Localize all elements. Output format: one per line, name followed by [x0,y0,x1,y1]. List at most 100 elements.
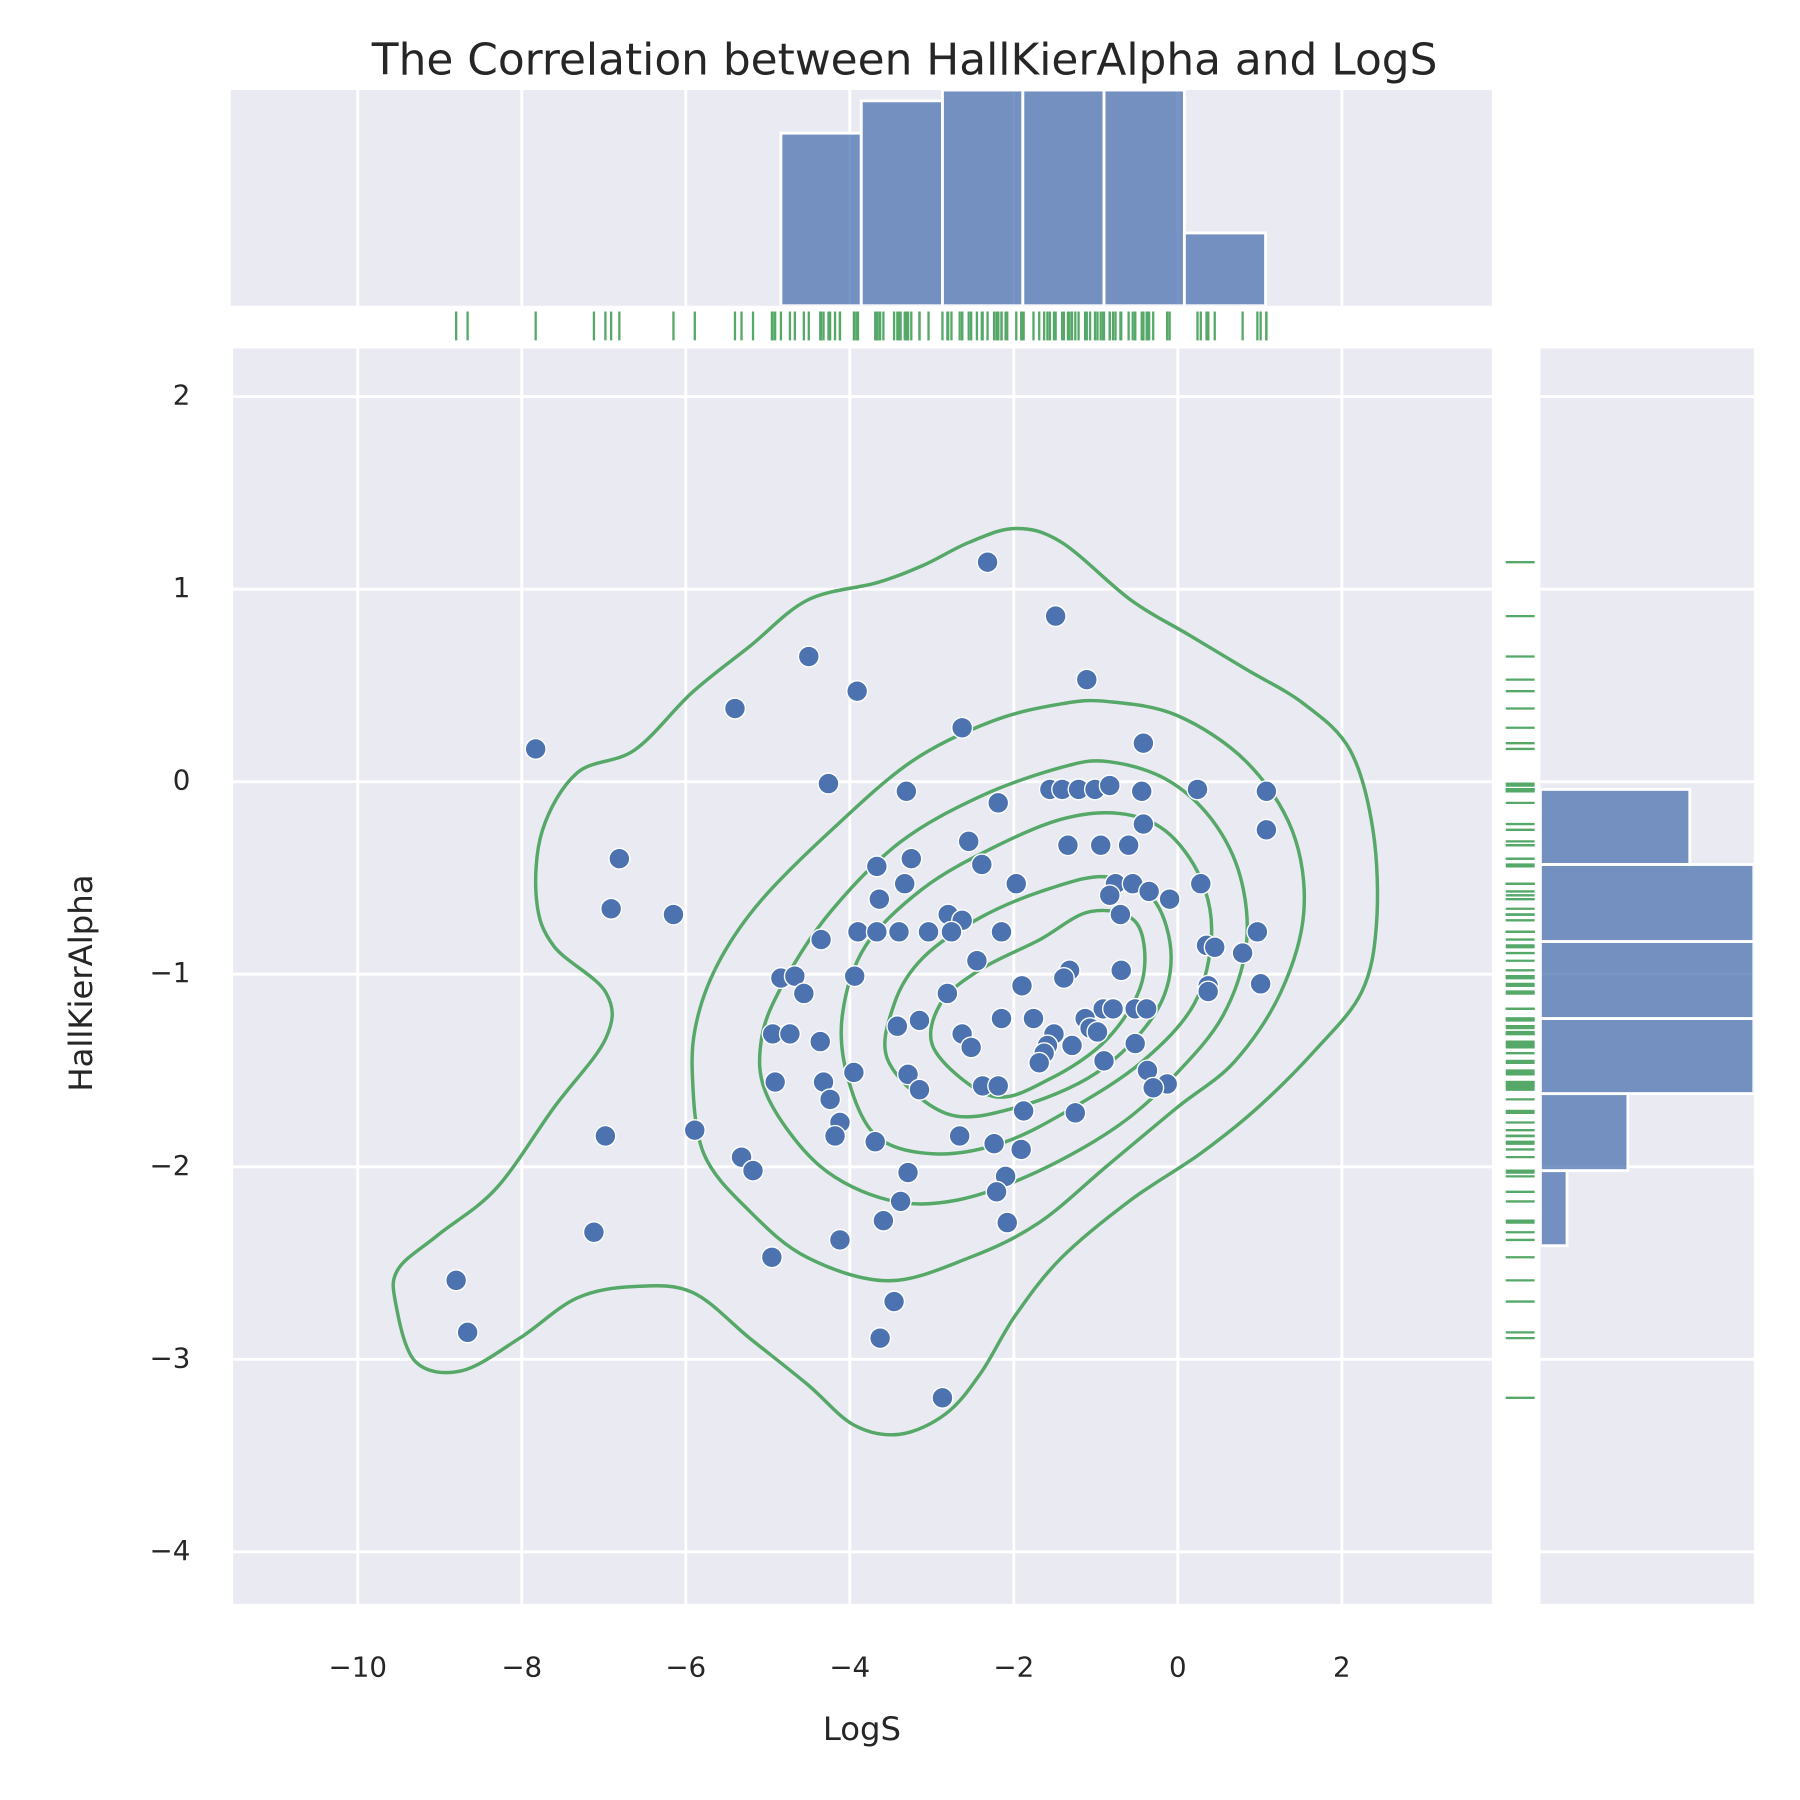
scatter-point [865,920,888,943]
scatter-point [1117,834,1140,857]
scatter-point [1012,1099,1035,1123]
scatter-point [1098,884,1121,907]
histogram-bar [1540,863,1754,943]
x-tick-label: 2 [1333,1650,1351,1683]
scatter-point [1060,1034,1084,1057]
scatter-point [524,737,547,761]
scatter-point [936,982,959,1005]
x-tick-label: −10 [329,1650,387,1683]
scatter-point [1255,780,1278,803]
scatter-point [970,853,993,876]
scatter-point [960,1036,983,1059]
histogram-bar [1540,1017,1754,1096]
x-tick-label: 0 [1169,1650,1187,1683]
scatter-point [456,1321,479,1344]
scatter-point [608,847,631,870]
scatter-point [1044,605,1067,628]
scatter-point [1110,959,1133,982]
scatter-point [843,965,866,988]
kde-contour [757,759,1249,1206]
scatter-point [1052,967,1075,990]
scatter-point [1132,732,1155,755]
scatter-point [600,897,623,920]
y-tick-label: −2 [150,1149,191,1182]
scatter-point [882,1290,906,1313]
scatter-point [1028,1051,1051,1074]
scatter-point [594,1124,617,1148]
histogram-bar [1540,940,1754,1020]
scatter-point [865,855,888,878]
scatter-point [1092,1049,1116,1072]
scatter-point [810,928,833,951]
y-tick-label: 0 [173,764,191,797]
scatter-point [896,1063,920,1086]
histogram-bar [1182,231,1268,306]
scatter-point [828,1228,852,1252]
histogram-bar [1540,1169,1569,1248]
x-tick-label: −2 [993,1650,1034,1683]
x-tick-label: −6 [665,1650,706,1683]
scatter-point [868,888,891,911]
histogram-bar [1540,1092,1630,1173]
scatter-point [896,1161,920,1184]
scatter-point [965,949,988,972]
histogram-bar [859,99,944,306]
scatter-point [1249,972,1272,995]
scatter-point [1203,936,1226,959]
scatter-point [1189,872,1212,895]
scatter-point [990,1007,1013,1030]
scatter-point [948,1124,971,1148]
chart-title: The Correlation between HallKierAlpha an… [371,34,1438,85]
scatter-point [764,1070,787,1094]
scatter-point [864,1130,887,1153]
y-tick-label: −4 [150,1534,191,1567]
y-tick-label: 2 [173,379,191,412]
x-tick-label: −8 [501,1650,542,1683]
scatter-point [582,1221,605,1244]
scatter-point [823,1124,847,1148]
scatter-point [817,772,840,795]
scatter-point [1255,818,1278,841]
scatter-point [908,1078,931,1101]
scatter-point [987,791,1010,814]
scatter-point [887,920,911,943]
scatter-point [1056,834,1080,857]
scatter-point [931,1386,954,1409]
scatter-point [1022,1007,1045,1030]
scatter-point [797,645,820,668]
scatter-point [846,920,870,943]
scatter-point [842,1061,865,1084]
kde-contour [690,698,1307,1283]
y-tick-label: −1 [150,956,191,989]
histogram-bar [1102,89,1186,306]
scatter-point [1246,920,1269,943]
scatter-point [1109,903,1132,926]
kde-contour [391,526,1380,1437]
scatter-point [819,1088,842,1111]
scatter-point [872,1209,895,1232]
scatter-point [1010,1138,1033,1161]
scatter-point [683,1119,706,1142]
scatter-point [889,1190,912,1213]
histogram [1540,787,1754,1248]
histogram [779,89,1268,306]
scatter-point [741,1159,765,1182]
scatter-point [846,680,869,703]
scatter-point [1124,1032,1147,1055]
scatter-point [1142,1076,1165,1099]
scatter-point [951,716,974,739]
scatter-point [809,1030,832,1053]
marks [445,89,1754,1409]
scatter-point [1086,1020,1109,1044]
scatter-point [908,1009,931,1032]
scatter-point [1130,780,1153,803]
scatter-point [869,1327,892,1350]
scatter-point [1186,778,1209,801]
scatter-point [1197,980,1220,1003]
scatter-point [723,697,747,720]
x-axis-label: LogS [823,1710,901,1748]
scatter-point [1138,880,1161,903]
scatter-point [990,920,1013,943]
scatter-point [1064,1101,1087,1124]
scatter-point [783,965,806,988]
